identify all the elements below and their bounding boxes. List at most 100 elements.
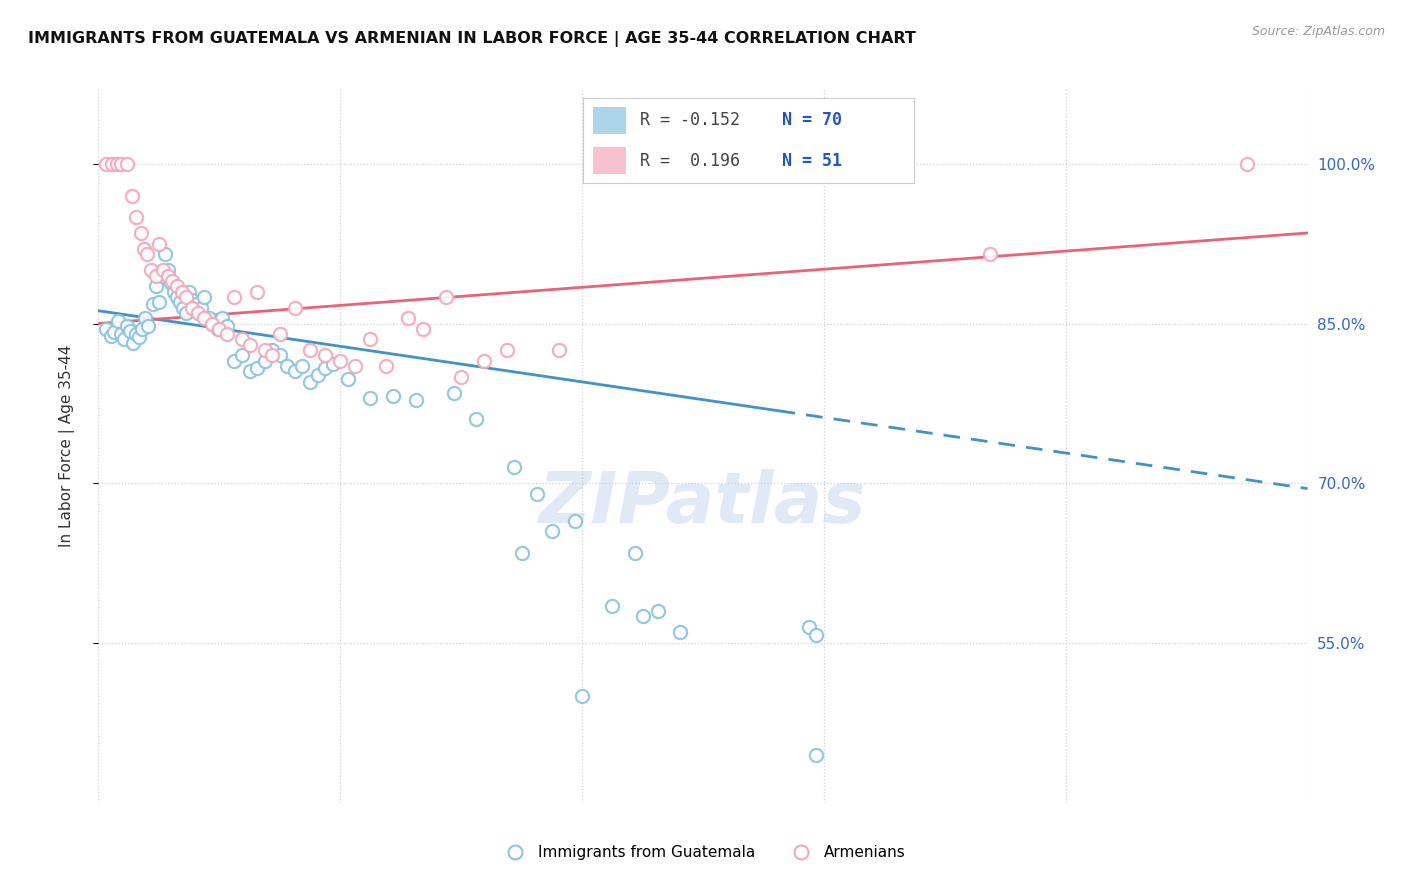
Point [107, 314, 129, 328]
Point [122, 335, 145, 350]
Point [360, 391, 382, 405]
Point [125, 210, 148, 224]
Point [396, 311, 419, 326]
Point [112, 333, 135, 347]
Point [329, 353, 352, 368]
Point [166, 290, 188, 304]
Point [495, 343, 517, 358]
Point [979, 247, 1001, 261]
Point [360, 333, 382, 347]
Point [239, 338, 262, 352]
Point [135, 247, 157, 261]
Point [103, 325, 125, 339]
Point [541, 524, 564, 539]
Point [163, 285, 186, 299]
Point [132, 242, 155, 256]
Point [239, 364, 262, 378]
Point [128, 330, 150, 344]
Text: N = 51: N = 51 [782, 152, 842, 169]
Text: R =  0.196: R = 0.196 [640, 152, 740, 169]
Point [125, 327, 148, 342]
Text: IMMIGRANTS FROM GUATEMALA VS ARMENIAN IN LABOR FORCE | AGE 35-44 CORRELATION CHA: IMMIGRANTS FROM GUATEMALA VS ARMENIAN IN… [28, 31, 915, 47]
Point [669, 625, 692, 640]
Point [162, 274, 184, 288]
Point [193, 311, 215, 326]
Point [374, 359, 396, 373]
Point [160, 276, 183, 290]
Point [110, 157, 132, 171]
Point [246, 285, 269, 299]
Point [120, 324, 142, 338]
Point [134, 311, 156, 326]
Point [510, 545, 533, 559]
Point [215, 327, 238, 342]
Point [412, 322, 434, 336]
Point [170, 285, 193, 299]
Point [1236, 157, 1258, 171]
Point [152, 263, 174, 277]
Point [224, 353, 246, 368]
Point [253, 353, 276, 368]
Point [465, 412, 488, 426]
Point [169, 295, 191, 310]
Point [322, 357, 344, 371]
Point [284, 301, 307, 315]
Point [291, 359, 314, 373]
Point [190, 301, 212, 315]
Point [179, 285, 201, 299]
Point [141, 263, 163, 277]
Point [150, 268, 173, 283]
Point [269, 349, 291, 363]
Text: N = 70: N = 70 [782, 112, 842, 129]
Point [564, 514, 586, 528]
Point [172, 301, 194, 315]
Point [156, 263, 179, 277]
Point [571, 690, 593, 704]
Point [145, 268, 167, 283]
Point [450, 369, 472, 384]
Point [806, 627, 828, 641]
Point [299, 343, 322, 358]
Point [344, 359, 367, 373]
Point [262, 343, 284, 358]
Point [100, 329, 122, 343]
Point [631, 609, 654, 624]
Point [284, 364, 307, 378]
Point [187, 306, 209, 320]
Point [129, 226, 152, 240]
Point [224, 290, 246, 304]
Point [307, 368, 329, 382]
Bar [593, 147, 627, 175]
Point [101, 157, 124, 171]
Point [602, 599, 624, 613]
Point [797, 620, 820, 634]
Point [201, 317, 224, 331]
Point [472, 353, 495, 368]
Point [503, 460, 526, 475]
Point [231, 349, 253, 363]
Point [299, 375, 322, 389]
Point [314, 361, 336, 376]
Legend: Immigrants from Guatemala, Armenians: Immigrants from Guatemala, Armenians [494, 839, 912, 866]
Point [174, 290, 197, 304]
Text: Source: ZipAtlas.com: Source: ZipAtlas.com [1251, 25, 1385, 38]
Point [181, 301, 204, 315]
Point [405, 393, 427, 408]
Point [121, 188, 143, 202]
Point [215, 318, 238, 333]
Point [148, 295, 170, 310]
Point [806, 747, 828, 762]
Point [153, 247, 176, 261]
Point [186, 297, 208, 311]
Point [174, 306, 197, 320]
Text: R = -0.152: R = -0.152 [640, 112, 740, 129]
Point [181, 293, 204, 307]
Point [647, 604, 669, 618]
Point [624, 545, 647, 559]
Point [156, 268, 179, 283]
Point [94, 322, 117, 336]
Point [193, 290, 215, 304]
Point [197, 311, 219, 326]
Point [207, 322, 229, 336]
Point [202, 317, 225, 331]
